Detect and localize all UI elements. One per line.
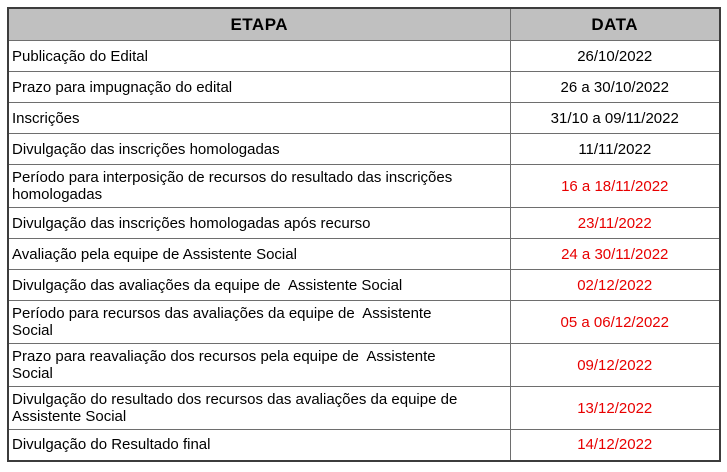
date-cell: 16 a 18/11/2022: [509, 164, 721, 208]
table-row: Período para recursos das avaliações da …: [7, 300, 721, 344]
table-row: Divulgação das avaliações da equipe de A…: [7, 269, 721, 301]
etapa-cell: Divulgação das inscrições homologadas ap…: [7, 207, 511, 239]
table-row: Avaliação pela equipe de Assistente Soci…: [7, 238, 721, 270]
date-cell: 11/11/2022: [509, 133, 721, 165]
schedule-table: ETAPA DATA Publicação do Edital 26/10/20…: [7, 7, 721, 462]
etapa-cell: Período para interposição de recursos do…: [7, 164, 511, 208]
date-cell: 05 a 06/12/2022: [509, 300, 721, 344]
page: ETAPA DATA Publicação do Edital 26/10/20…: [7, 7, 721, 462]
table-row: Divulgação do Resultado final 14/12/2022: [7, 429, 721, 461]
date-cell: 23/11/2022: [509, 207, 721, 239]
table-row: Prazo para impugnação do edital 26 a 30/…: [7, 71, 721, 103]
etapa-cell: Inscrições: [7, 102, 511, 134]
date-cell: 09/12/2022: [509, 343, 721, 387]
table-row: Período para interposição de recursos do…: [7, 164, 721, 208]
etapa-cell: Divulgação das avaliações da equipe de A…: [7, 269, 511, 301]
date-cell: 26 a 30/10/2022: [509, 71, 721, 103]
header-row: ETAPA DATA: [7, 7, 721, 41]
etapa-cell: Período para recursos das avaliações da …: [7, 300, 511, 344]
etapa-cell: Prazo para reavaliação dos recursos pela…: [7, 343, 511, 387]
etapa-cell: Divulgação do Resultado final: [7, 429, 511, 461]
table-row: Divulgação das inscrições homologadas ap…: [7, 207, 721, 239]
date-cell: 13/12/2022: [509, 386, 721, 430]
table-row: Divulgação das inscrições homologadas 11…: [7, 133, 721, 165]
date-cell: 24 a 30/11/2022: [509, 238, 721, 270]
table-row: Divulgação do resultado dos recursos das…: [7, 386, 721, 430]
etapa-cell: Avaliação pela equipe de Assistente Soci…: [7, 238, 511, 270]
etapa-cell: Divulgação das inscrições homologadas: [7, 133, 511, 165]
etapa-cell: Publicação do Edital: [7, 40, 511, 72]
table-row: Publicação do Edital 26/10/2022: [7, 40, 721, 72]
etapa-cell: Prazo para impugnação do edital: [7, 71, 511, 103]
table-row: Prazo para reavaliação dos recursos pela…: [7, 343, 721, 387]
etapa-cell: Divulgação do resultado dos recursos das…: [7, 386, 511, 430]
date-cell: 31/10 a 09/11/2022: [509, 102, 721, 134]
date-cell: 26/10/2022: [509, 40, 721, 72]
column-header-data: DATA: [509, 7, 721, 41]
date-cell: 02/12/2022: [509, 269, 721, 301]
table-row: Inscrições 31/10 a 09/11/2022: [7, 102, 721, 134]
date-cell: 14/12/2022: [509, 429, 721, 461]
column-header-etapa: ETAPA: [7, 7, 511, 41]
